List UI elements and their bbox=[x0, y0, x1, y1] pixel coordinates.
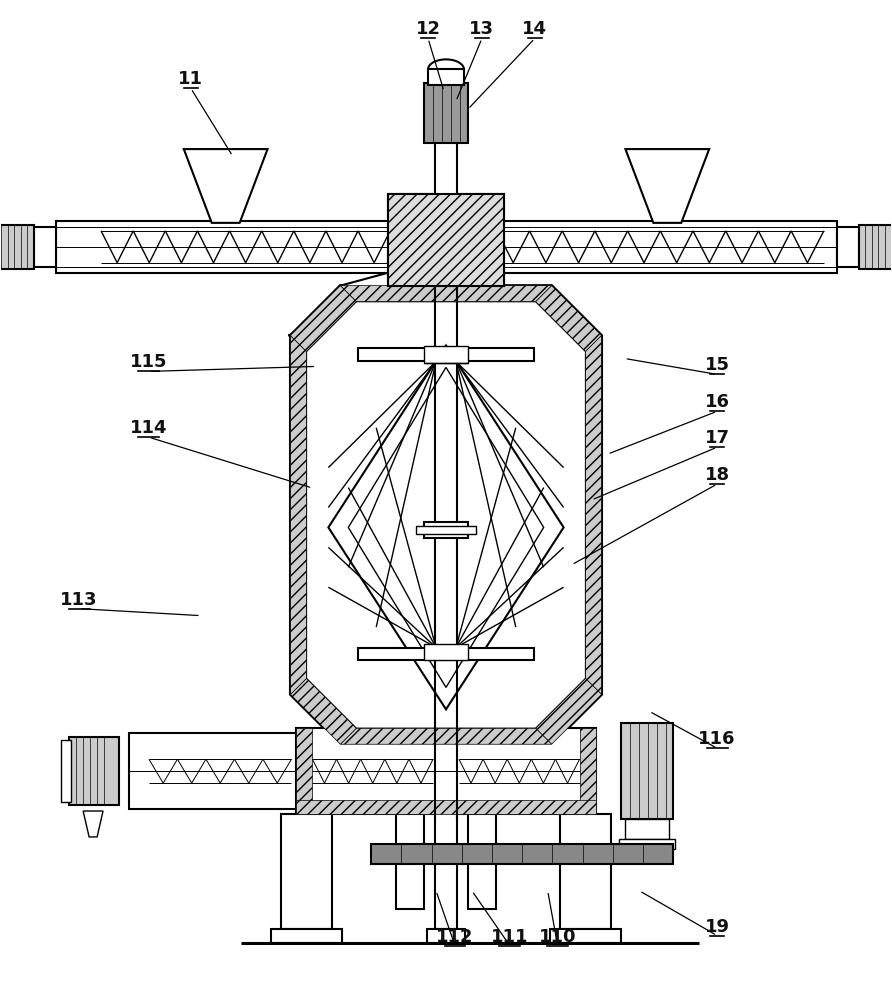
Bar bbox=[270, 929, 343, 943]
Bar bbox=[416, 526, 476, 534]
Polygon shape bbox=[291, 286, 601, 744]
Bar bbox=[428, 69, 464, 85]
Bar bbox=[70, 737, 119, 805]
Bar bbox=[468, 814, 496, 909]
Bar bbox=[837, 227, 859, 267]
Polygon shape bbox=[625, 149, 709, 223]
Polygon shape bbox=[307, 302, 585, 728]
Polygon shape bbox=[388, 194, 504, 286]
Polygon shape bbox=[348, 367, 544, 687]
Bar bbox=[129, 733, 296, 809]
Bar bbox=[424, 644, 468, 660]
Bar bbox=[296, 728, 312, 814]
Bar bbox=[359, 648, 533, 660]
Text: 13: 13 bbox=[469, 20, 494, 38]
Bar bbox=[859, 225, 892, 269]
Bar bbox=[435, 141, 457, 286]
Bar bbox=[580, 728, 596, 814]
Bar bbox=[427, 929, 465, 943]
Bar bbox=[296, 800, 596, 814]
Text: 19: 19 bbox=[705, 918, 730, 936]
Text: 112: 112 bbox=[436, 928, 474, 946]
Bar bbox=[56, 221, 837, 273]
Polygon shape bbox=[341, 728, 551, 744]
Bar bbox=[622, 723, 673, 819]
Polygon shape bbox=[288, 273, 388, 351]
Bar bbox=[625, 819, 669, 839]
Bar bbox=[359, 348, 533, 361]
Text: 114: 114 bbox=[130, 419, 168, 437]
Polygon shape bbox=[291, 678, 356, 744]
Polygon shape bbox=[585, 336, 601, 694]
Text: 15: 15 bbox=[705, 356, 730, 374]
Text: 115: 115 bbox=[130, 353, 168, 371]
Text: 11: 11 bbox=[178, 70, 203, 88]
Bar bbox=[0, 225, 34, 269]
Text: 12: 12 bbox=[416, 20, 441, 38]
Polygon shape bbox=[291, 336, 307, 694]
Text: 18: 18 bbox=[705, 466, 730, 484]
Polygon shape bbox=[83, 811, 103, 837]
Text: 16: 16 bbox=[705, 393, 730, 411]
Bar bbox=[371, 844, 673, 864]
Bar bbox=[388, 194, 504, 286]
Text: 113: 113 bbox=[61, 591, 98, 609]
Bar bbox=[396, 814, 424, 909]
Polygon shape bbox=[536, 286, 601, 351]
Polygon shape bbox=[291, 286, 356, 351]
Text: 111: 111 bbox=[491, 928, 529, 946]
Bar bbox=[619, 839, 675, 849]
Polygon shape bbox=[184, 149, 268, 223]
Polygon shape bbox=[536, 678, 601, 744]
Bar bbox=[435, 804, 457, 929]
Polygon shape bbox=[328, 345, 564, 709]
Text: 116: 116 bbox=[698, 730, 736, 748]
Bar bbox=[424, 346, 468, 363]
Bar bbox=[424, 83, 468, 143]
Bar bbox=[296, 728, 596, 814]
Bar bbox=[424, 522, 468, 538]
Bar bbox=[559, 814, 612, 929]
Bar bbox=[549, 929, 622, 943]
Text: 14: 14 bbox=[522, 20, 547, 38]
Text: 110: 110 bbox=[539, 928, 576, 946]
Bar bbox=[280, 814, 333, 929]
Polygon shape bbox=[341, 286, 551, 302]
Bar bbox=[62, 740, 71, 802]
Text: 17: 17 bbox=[705, 429, 730, 447]
Bar bbox=[34, 227, 56, 267]
